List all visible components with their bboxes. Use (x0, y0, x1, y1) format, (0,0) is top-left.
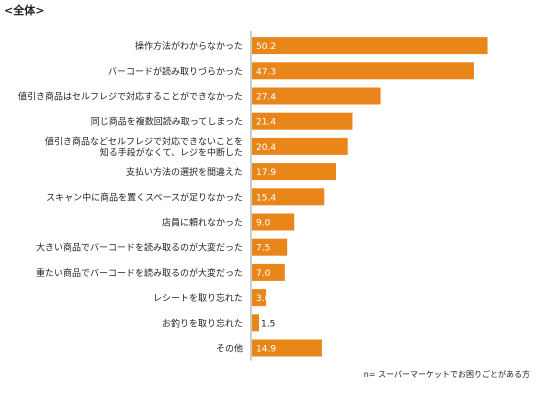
value-label-2: 27.4 (256, 93, 276, 103)
value-label-9: 7.0 (256, 269, 271, 279)
sample-note: n= スーパーマーケットでお困りごとがある方 (363, 370, 530, 379)
bar-3 (252, 112, 353, 130)
bar-8 (252, 238, 288, 256)
bar-1 (252, 62, 474, 80)
chart-heading: <全体> (4, 4, 45, 17)
bar-4 (252, 137, 348, 155)
bar-10 (252, 289, 267, 307)
value-label-0: 50.2 (256, 42, 276, 52)
category-label-4-line-1: 知る手段がなくて、レジを中断した (100, 146, 243, 158)
bar-6 (252, 188, 325, 206)
category-label-10: レシートを取り忘れた (153, 292, 243, 304)
category-label-0: 操作方法がわからなかった (135, 40, 243, 52)
category-label-12: その他 (216, 343, 243, 355)
category-label-3: 同じ商品を複数回読み取ってしまった (91, 116, 243, 128)
category-label-4-line-0: 値引き商品などセルフレジで対応できないことを (45, 135, 243, 147)
bar-11 (252, 314, 260, 332)
value-label-1: 47.3 (256, 67, 276, 77)
bar-12 (252, 339, 322, 357)
value-label-10: 3.0 (256, 294, 271, 304)
category-label-7: 店員に頼れなかった (162, 217, 243, 229)
bar-7 (252, 213, 295, 231)
value-label-3: 21.4 (256, 118, 276, 128)
category-label-2: 値引き商品はセルフレジで対応することができなかった (18, 91, 243, 103)
category-label-8: 大きい商品でバーコードを読み取るのが大変だった (36, 242, 243, 254)
value-label-8: 7.5 (256, 244, 270, 254)
category-label-5: 支払い方法の選択を間違えた (126, 166, 243, 178)
bar-0 (252, 37, 488, 55)
value-label-11: 1.5 (261, 319, 275, 329)
value-label-6: 15.4 (256, 193, 276, 203)
value-label-12: 14.9 (256, 345, 276, 355)
bar-5 (252, 163, 336, 181)
category-label-6: スキャン中に商品を置くスペースが足りなかった (46, 191, 243, 203)
category-label-9: 重たい商品でバーコードを読み取るのが大変だった (36, 267, 243, 279)
category-label-1: バーコードが読み取りづらかった (108, 65, 243, 77)
value-label-7: 9.0 (256, 219, 271, 229)
category-label-11: お釣りを取り忘れた (162, 317, 243, 329)
value-label-5: 17.9 (256, 168, 276, 178)
bar-9 (252, 263, 285, 281)
value-label-4: 20.4 (256, 143, 276, 153)
bar-2 (252, 87, 381, 105)
